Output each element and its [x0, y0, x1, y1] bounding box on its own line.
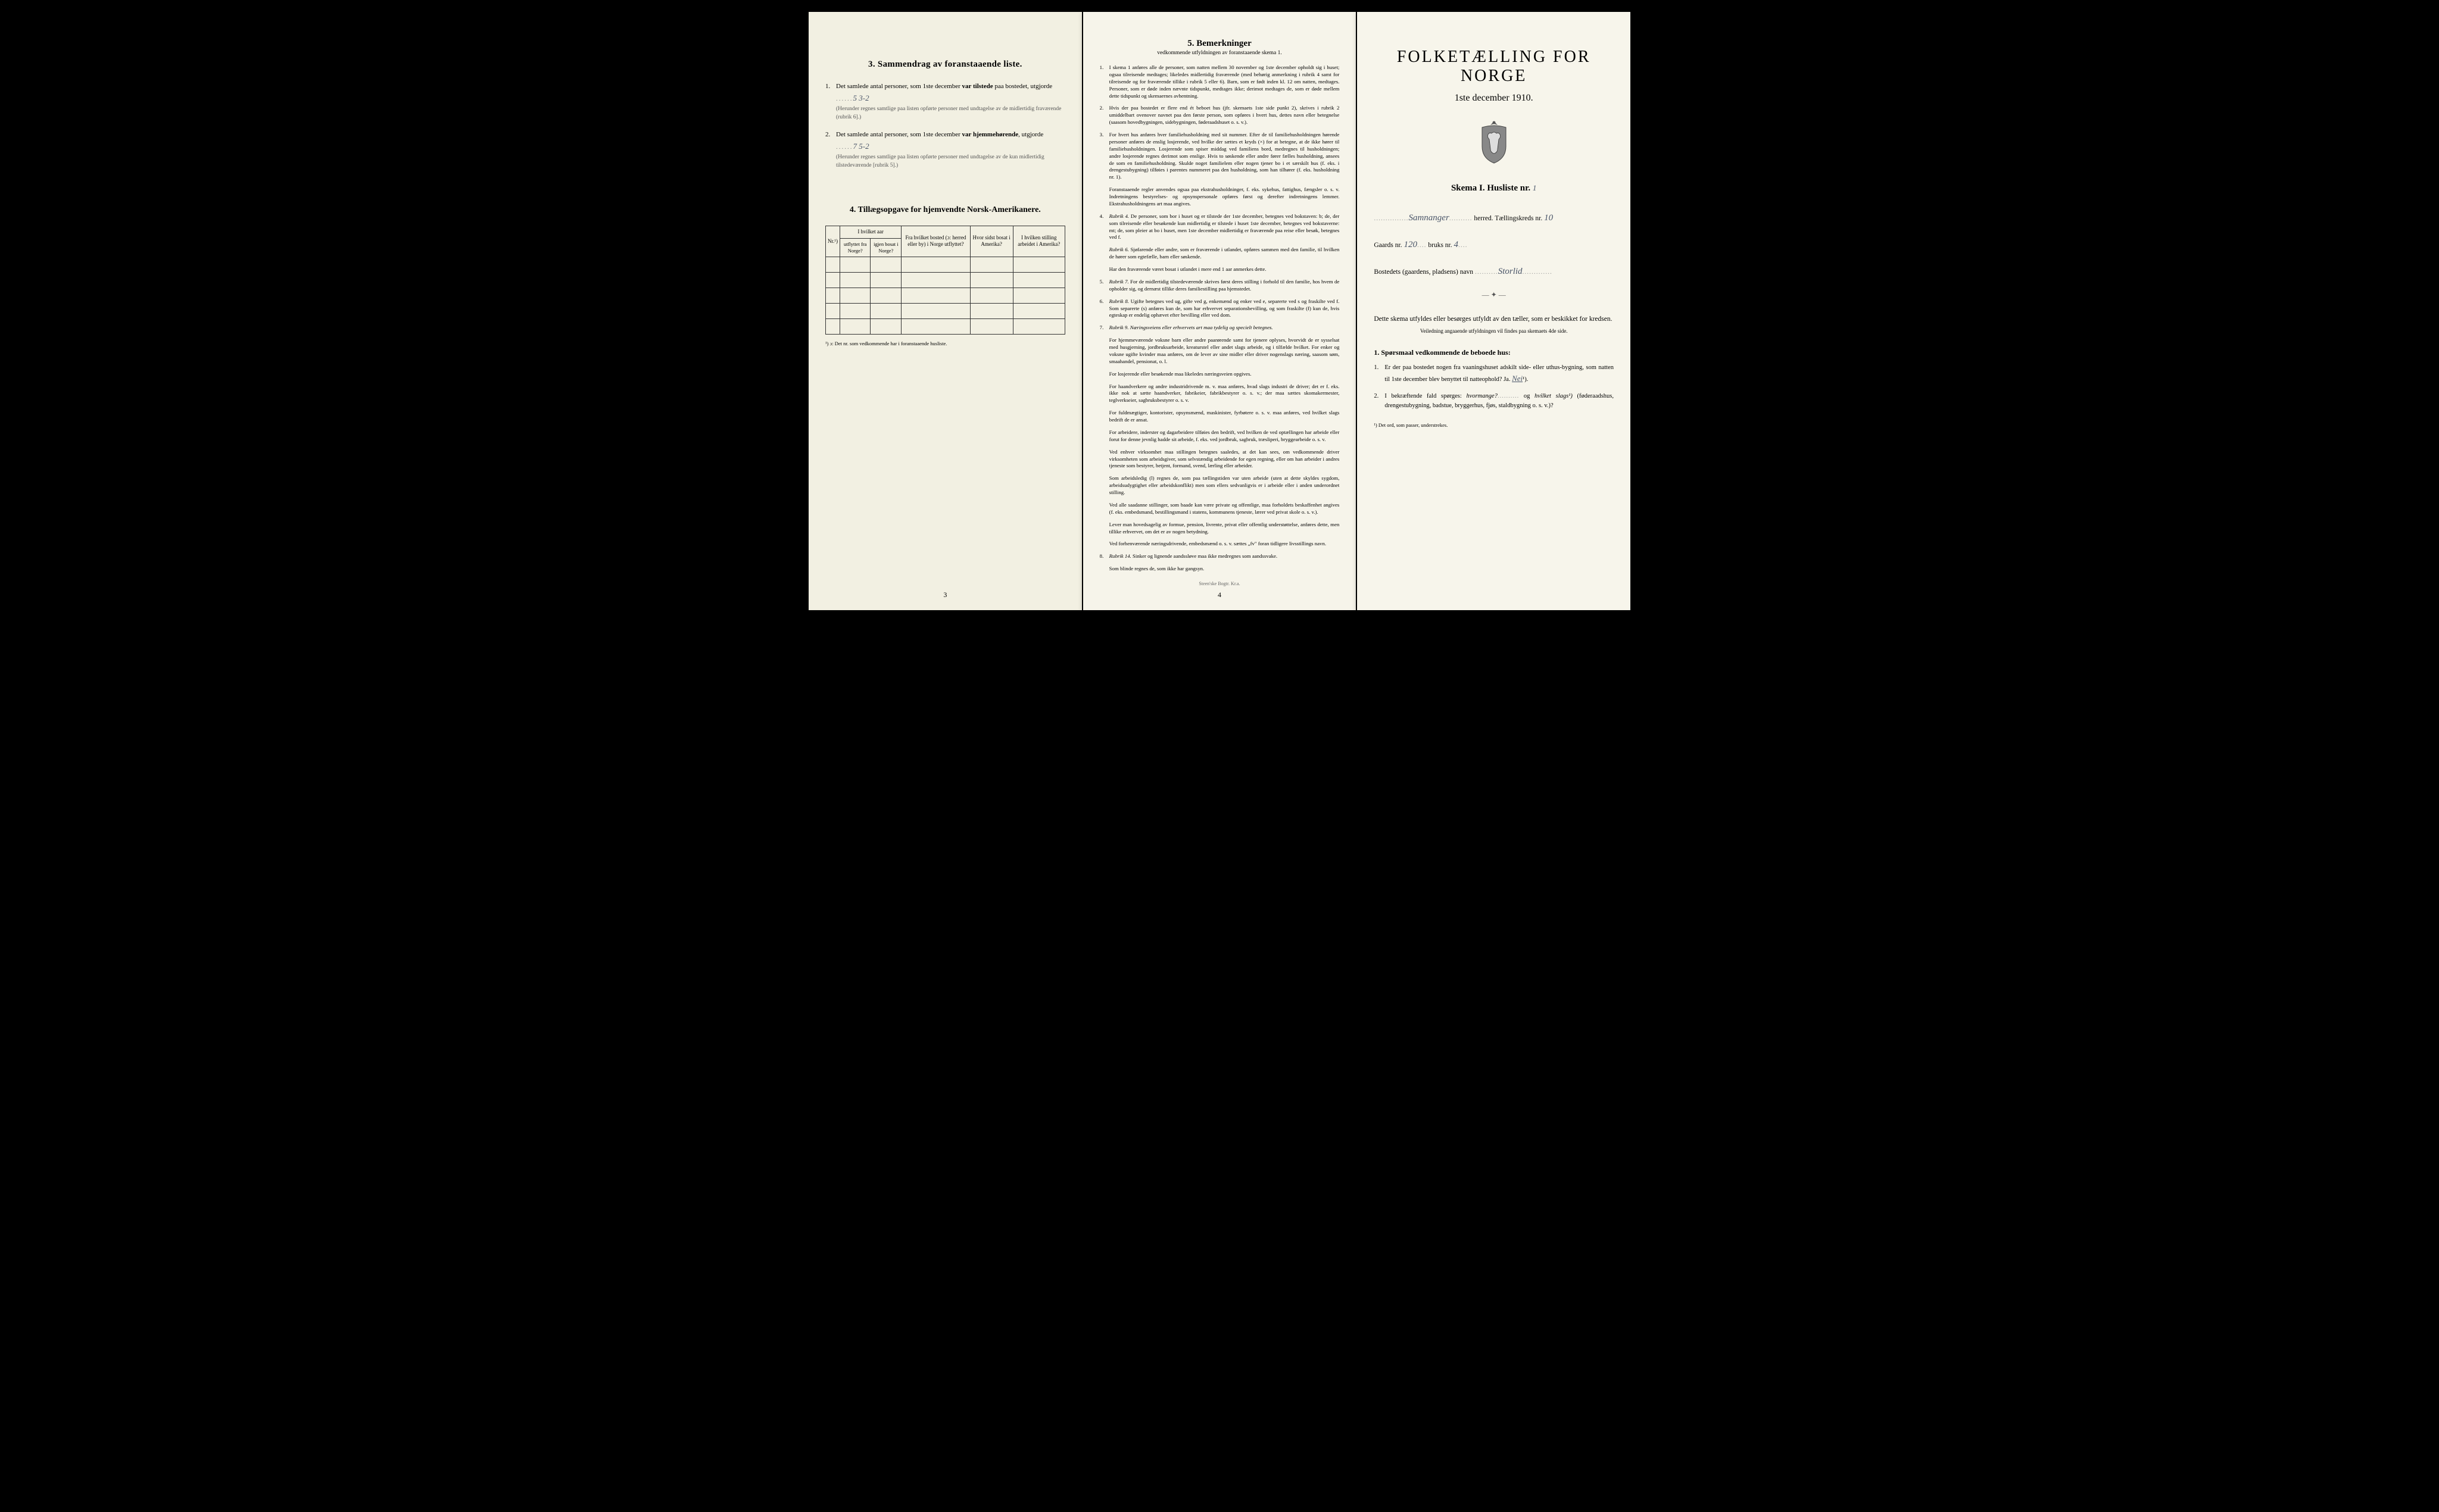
- census-date: 1ste december 1910.: [1374, 93, 1614, 104]
- three-page-spread: 3. Sammendrag av foranstaaende liste. 1.…: [809, 12, 1630, 610]
- table-row: [826, 288, 1065, 303]
- instruction-text: Dette skema utfyldes eller besørges utfy…: [1374, 314, 1614, 324]
- coat-of-arms-icon: [1475, 119, 1513, 165]
- table-row: [826, 257, 1065, 272]
- hjemme-value: 7 5-2: [853, 142, 869, 151]
- question-2: 2. I bekræftende fald spørges: hvormange…: [1374, 392, 1614, 411]
- item-1: 1. Det samlede antal personer, som 1ste …: [825, 82, 1065, 121]
- printer-mark: Steen'ske Bogtr. Kr.a.: [1100, 581, 1340, 586]
- table-row: [826, 303, 1065, 318]
- herred-line: ...............Samnanger.......... herre…: [1374, 210, 1614, 226]
- question-1: 1. Er der paa bostedet nogen fra vaaning…: [1374, 363, 1614, 385]
- table-row: [826, 318, 1065, 334]
- main-title: FOLKETÆLLING FOR NORGE: [1374, 48, 1614, 86]
- item-2: 2. Det samlede antal personer, som 1ste …: [825, 130, 1065, 170]
- page-4: 5. Bemerkninger vedkommende utfyldningen…: [1083, 12, 1356, 610]
- ornament-icon: ― ✦ ―: [1374, 290, 1614, 299]
- page-number: 3: [943, 591, 947, 599]
- tilstede-value: 5 3-2: [853, 93, 869, 102]
- page-number: 4: [1218, 591, 1221, 599]
- page-3: 3. Sammendrag av foranstaaende liste. 1.…: [809, 12, 1082, 610]
- bosted-line: Bostedets (gaardens, pladsens) navn ....…: [1374, 264, 1614, 280]
- section-5-heading: 5. Bemerkninger: [1100, 39, 1340, 49]
- amerikanere-table: Nr.¹) I hvilket aar Fra hvilket bosted (…: [825, 226, 1065, 335]
- section-4-heading: 4. Tillægsopgave for hjemvendte Norsk-Am…: [825, 205, 1065, 215]
- footnote-3: ¹) Det ord, som passer, understrekes.: [1374, 422, 1614, 428]
- skema-line: Skema I. Husliste nr. 1: [1374, 183, 1614, 193]
- footnote-1: ¹) ɔ: Det nr. som vedkommende har i fora…: [825, 340, 1065, 346]
- question-heading: 1. Spørsmaal vedkommende de beboede hus:: [1374, 348, 1614, 357]
- table-row: [826, 272, 1065, 288]
- nei-answer: Nei: [1512, 374, 1523, 383]
- husliste-nr: 1: [1533, 183, 1537, 192]
- page-1-cover: FOLKETÆLLING FOR NORGE 1ste december 191…: [1357, 12, 1630, 610]
- gaard-line: Gaards nr. 120.... bruks nr. 4....: [1374, 237, 1614, 253]
- section-3-heading: 3. Sammendrag av foranstaaende liste.: [825, 60, 1065, 70]
